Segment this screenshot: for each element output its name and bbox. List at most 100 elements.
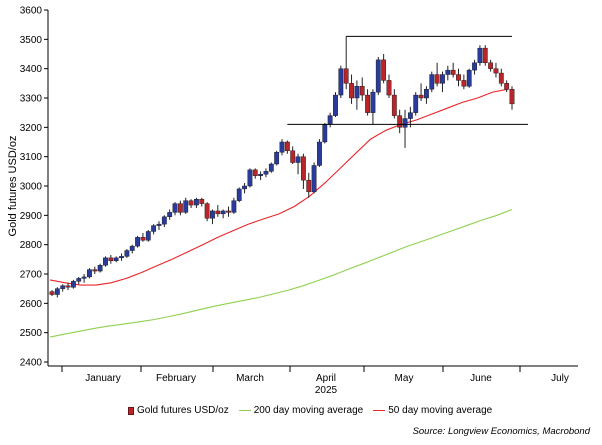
y-axis: 2400 2500 2600 2700 2800 2900 3000 3100 3200 3300…	[20, 6, 578, 369]
candle-body	[429, 74, 435, 90]
candle-body	[151, 225, 157, 232]
candle-body	[167, 212, 173, 217]
candle-body	[268, 163, 274, 172]
candle-body	[70, 281, 76, 288]
y-tick-label: 3100	[20, 152, 43, 163]
candle-body	[477, 47, 483, 64]
candle-body	[402, 118, 408, 128]
candle-body	[103, 257, 108, 266]
candle-body	[365, 94, 370, 113]
candle-body	[252, 169, 258, 176]
candle-body	[65, 285, 71, 288]
y-tick-label: 2700	[20, 270, 43, 281]
candle-body	[397, 115, 403, 128]
candle-body	[242, 185, 247, 190]
x-tick-label: March	[236, 373, 264, 384]
candle-body	[124, 250, 130, 257]
candle-body	[87, 269, 92, 278]
candle-body	[386, 80, 392, 96]
legend-item-gold-futures: Gold futures USD/oz	[128, 405, 229, 416]
candle-body	[322, 124, 328, 143]
legend-line-swatch	[238, 410, 251, 411]
candle-body	[466, 69, 472, 87]
chart-area: 2400 2500 2600 2700 2800 2900 3000 3100 3200 3300…	[7, 6, 578, 396]
candle-body	[97, 265, 103, 272]
candle-body	[156, 223, 162, 226]
reference-lines	[287, 35, 529, 125]
candle-body	[359, 86, 365, 96]
candle-body	[226, 210, 231, 213]
candle-body	[258, 174, 264, 176]
candle-body	[236, 188, 242, 201]
y-tick-label: 3600	[20, 6, 43, 17]
y-tick-label: 2900	[20, 211, 43, 222]
candle-body	[445, 69, 451, 75]
candle-body	[375, 59, 381, 93]
candle-body	[60, 285, 66, 289]
y-tick-label: 2400	[20, 358, 43, 369]
x-tick-label: May	[395, 373, 414, 384]
candle-body	[194, 198, 199, 206]
candle-body	[456, 74, 461, 81]
candle-body	[418, 94, 424, 99]
candle-body	[333, 94, 338, 116]
ma-200-line	[49, 208, 513, 338]
candle-body	[263, 171, 269, 175]
candle-body	[177, 203, 183, 213]
candle-body	[306, 179, 312, 193]
candle-body	[183, 200, 189, 213]
candle-body	[274, 152, 280, 165]
y-tick-label: 3400	[20, 64, 43, 75]
candle-body	[482, 47, 488, 64]
candle-body	[407, 112, 413, 119]
legend-candle-swatch	[128, 406, 134, 415]
legend-label: 200 day moving average	[253, 405, 364, 416]
candle-body	[220, 210, 226, 215]
candle-body	[81, 276, 87, 279]
candle-body	[231, 200, 237, 213]
candle-body	[54, 288, 60, 295]
candle-body	[204, 203, 210, 219]
legend-item-50dma: 50 day moving average	[373, 405, 492, 416]
candle-body	[493, 68, 499, 74]
y-axis-label: Gold futures USD/oz	[7, 136, 19, 237]
candle-body	[113, 257, 119, 262]
x-tick-label: January	[85, 373, 121, 384]
legend: Gold futures USD/oz 200 day moving avera…	[128, 405, 498, 416]
x-tick-label: February	[156, 373, 196, 384]
candle-body	[92, 269, 98, 272]
candle-body	[279, 141, 285, 153]
candle-body	[424, 88, 429, 99]
x-year-label: 2025	[315, 385, 338, 396]
candlesticks	[49, 36, 515, 298]
y-tick-label: 2800	[20, 240, 43, 251]
x-tick-label: June	[470, 373, 492, 384]
candle-body	[284, 141, 290, 152]
x-axis: January February March April May June July 2025	[61, 366, 569, 396]
candle-body	[472, 62, 477, 71]
candle-body	[172, 203, 178, 213]
y-tick-label: 3300	[20, 94, 43, 105]
candle-body	[140, 237, 146, 241]
candle-body	[498, 72, 504, 84]
candle-body	[145, 231, 151, 241]
moving-averages	[49, 88, 513, 338]
candle-body	[391, 94, 397, 116]
candle-body	[509, 88, 515, 105]
ma-50-line	[49, 88, 509, 286]
source-note: Source: Longview Economics, Macrobond	[412, 426, 590, 437]
y-tick-label: 3200	[20, 123, 43, 134]
y-tick-label: 3000	[20, 182, 43, 193]
y-tick-label: 3500	[20, 35, 43, 46]
legend-label: Gold futures USD/oz	[137, 405, 229, 416]
candle-body	[247, 169, 253, 187]
candle-body	[413, 94, 419, 113]
candle-body	[210, 210, 215, 219]
candle-body	[354, 86, 360, 99]
candle-body	[370, 91, 376, 113]
candle-body	[199, 198, 205, 204]
x-tick-label: July	[551, 373, 569, 384]
candle-body	[311, 165, 317, 193]
candle-body	[290, 150, 296, 163]
candle-body	[215, 210, 221, 215]
